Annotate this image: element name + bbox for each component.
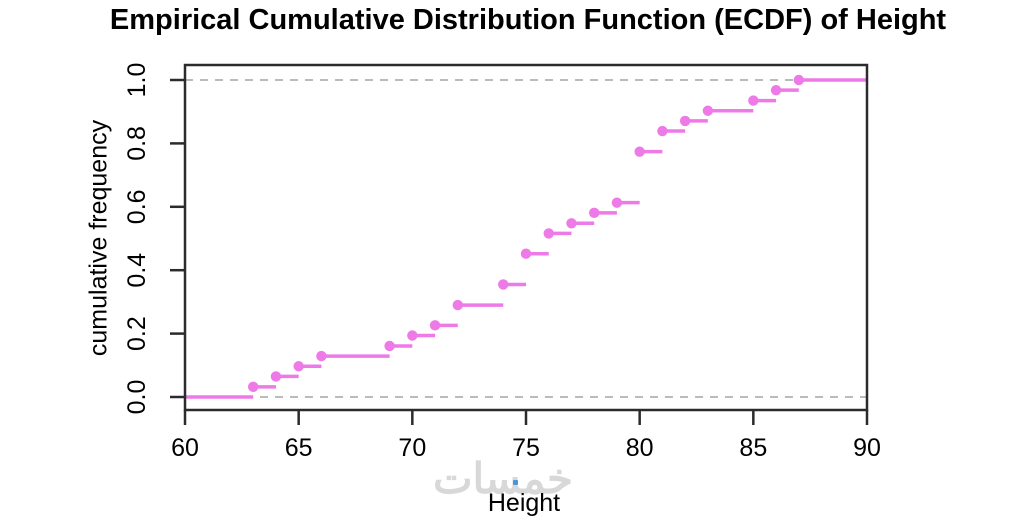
data-point	[634, 146, 645, 157]
y-tick-label: 1.0	[123, 63, 151, 98]
y-tick-label: 0.6	[123, 189, 151, 224]
data-point	[679, 115, 691, 127]
data-point	[293, 361, 304, 372]
y-axis-label: cumulative frequency	[84, 119, 113, 357]
x-tick-label: 75	[512, 434, 540, 462]
y-tick-label: 0.4	[123, 253, 151, 288]
x-tick-label: 60	[171, 434, 199, 462]
x-tick-label: 65	[285, 434, 313, 462]
x-tick-label: 80	[626, 434, 654, 462]
data-point	[429, 320, 441, 331]
data-point	[452, 299, 463, 311]
chart-title: Empirical Cumulative Distribution Functi…	[109, 4, 947, 36]
x-axis-label: Height	[487, 489, 561, 517]
data-point	[384, 340, 395, 352]
data-point	[589, 207, 600, 219]
x-tick-label: 90	[853, 434, 881, 462]
data-point	[498, 279, 509, 290]
x-tick-label: 85	[739, 434, 767, 462]
data-point	[702, 105, 714, 116]
y-tick-label: 0.8	[123, 126, 151, 161]
data-point	[316, 350, 327, 362]
data-point	[407, 330, 418, 341]
y-tick-label: 0.0	[123, 380, 151, 415]
data-point	[611, 197, 623, 208]
data-point	[793, 74, 804, 86]
y-tick-label: 0.2	[123, 316, 151, 351]
data-point	[248, 381, 259, 393]
data-point	[770, 84, 782, 96]
plot-frame	[183, 63, 869, 412]
x-tick-label: 70	[398, 434, 426, 462]
data-point	[748, 95, 759, 106]
data-point	[657, 125, 668, 137]
data-point	[543, 228, 554, 239]
data-point	[270, 371, 282, 382]
watermark-text: خمسات	[432, 455, 574, 502]
data-point	[520, 248, 532, 259]
data-point	[566, 218, 577, 229]
watermark-dot-icon	[513, 480, 518, 485]
